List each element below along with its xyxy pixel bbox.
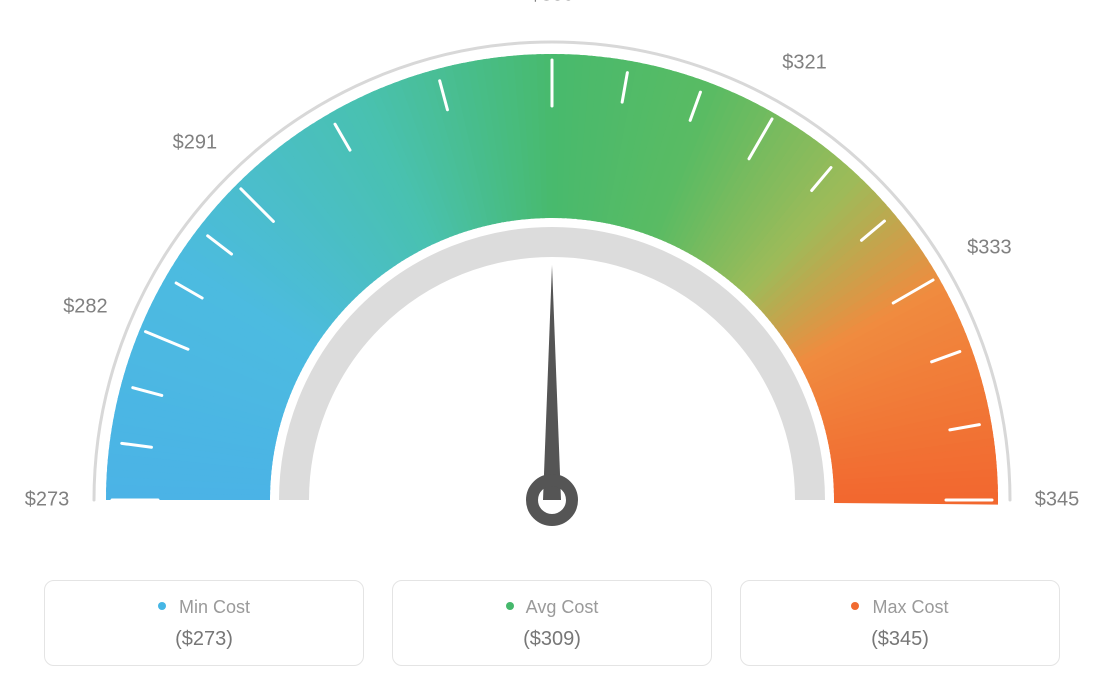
gauge-tick-label: $321	[782, 51, 827, 74]
dot-icon	[158, 602, 166, 610]
gauge-tick-label: $309	[530, 0, 575, 7]
gauge-tick-label: $273	[25, 489, 70, 512]
legend-title-max: Max Cost	[751, 597, 1049, 618]
legend-card-min: Min Cost ($273)	[44, 580, 364, 666]
gauge-tick-label: $282	[63, 295, 108, 318]
gauge-area: $273 $282 $291 $309 $321 $333 $345	[0, 0, 1104, 560]
gauge-tick-label: $333	[967, 236, 1012, 259]
legend-title-avg: Avg Cost	[403, 597, 701, 618]
legend-label: Avg Cost	[526, 597, 599, 617]
legend-label: Max Cost	[872, 597, 948, 617]
legend-title-min: Min Cost	[55, 597, 353, 618]
legend-value: ($273)	[55, 628, 353, 651]
legend-value: ($309)	[403, 628, 701, 651]
legend-card-max: Max Cost ($345)	[740, 580, 1060, 666]
legend-value: ($345)	[751, 628, 1049, 651]
legend-label: Min Cost	[179, 597, 250, 617]
legend-card-avg: Avg Cost ($309)	[392, 580, 712, 666]
dot-icon	[851, 602, 859, 610]
gauge-svg	[0, 0, 1104, 560]
legend-row: Min Cost ($273) Avg Cost ($309) Max Cost…	[0, 580, 1104, 666]
gauge-tick-label: $291	[173, 131, 218, 154]
gauge-chart-container: $273 $282 $291 $309 $321 $333 $345 Min Cost ($…	[0, 0, 1104, 690]
dot-icon	[506, 602, 514, 610]
gauge-tick-label: $345	[1035, 489, 1080, 512]
